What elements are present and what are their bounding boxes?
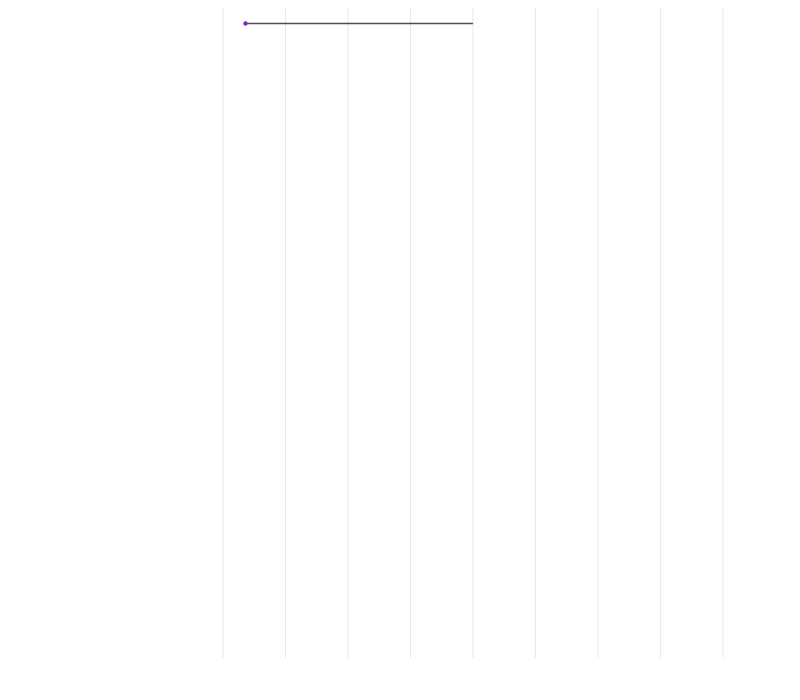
data-point (243, 21, 248, 26)
